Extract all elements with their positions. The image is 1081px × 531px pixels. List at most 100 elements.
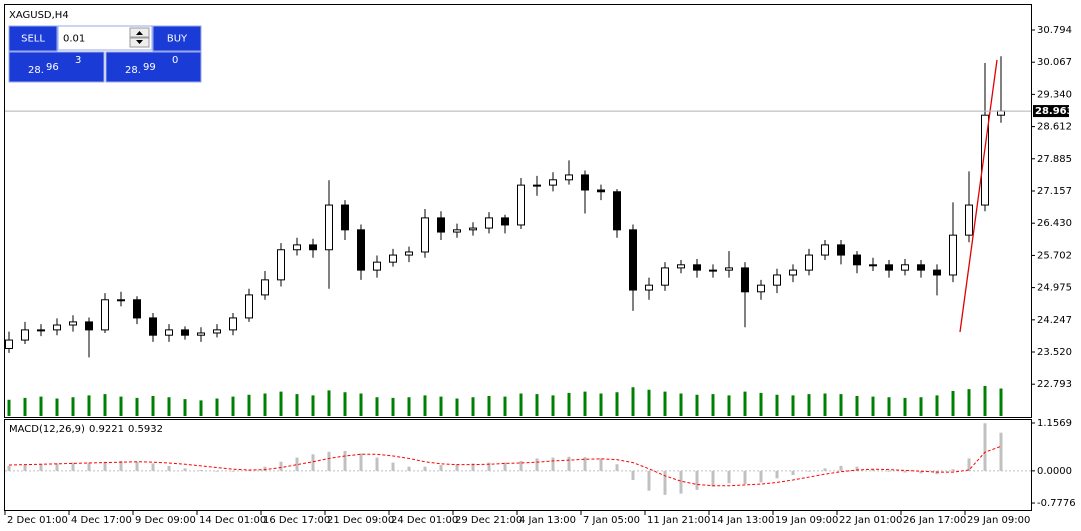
- candle-body: [885, 264, 893, 271]
- volume-bar: [55, 398, 59, 416]
- x-tick-label: 29 Jan 09:00: [967, 515, 1030, 526]
- volume-bar: [967, 389, 971, 416]
- candle-body: [837, 244, 845, 256]
- macd-bar: [647, 470, 651, 491]
- volume-bar: [743, 391, 747, 416]
- sell-price-prefix: 28.: [28, 65, 44, 76]
- macd-bar: [471, 463, 475, 471]
- buy-label[interactable]: BUY: [167, 34, 188, 45]
- volume-bar: [583, 391, 587, 416]
- volume-bar: [199, 400, 203, 416]
- volume-bar: [919, 397, 923, 416]
- volume-bar: [407, 397, 411, 416]
- x-tick-label: 4 Dec 17:00: [71, 515, 132, 526]
- candle-body: [805, 254, 813, 271]
- candle-body: [245, 294, 253, 319]
- volume-bar: [727, 395, 731, 416]
- macd-bar: [759, 470, 763, 483]
- macd-bar: [903, 470, 907, 473]
- volume-bar: [103, 394, 107, 416]
- candle-body: [757, 284, 765, 293]
- volume-bar: [951, 391, 955, 416]
- volume-bar: [615, 392, 619, 416]
- y-tick-label: 24.975: [1037, 283, 1072, 294]
- x-tick-label: 21 Dec 09:00: [327, 515, 394, 526]
- candle-body: [357, 229, 365, 271]
- candle-body: [661, 267, 669, 286]
- candle-body: [309, 244, 317, 251]
- macd-bar: [167, 465, 171, 471]
- candle-body: [997, 110, 1005, 116]
- candle-body: [197, 332, 205, 336]
- macd-bar: [327, 451, 331, 471]
- macd-bar: [487, 462, 491, 471]
- x-tick-label: 14 Jan 13:00: [711, 515, 774, 526]
- macd-pane: [4, 419, 1032, 511]
- lot-value[interactable]: 0.01: [63, 34, 85, 45]
- candle-body: [389, 254, 397, 263]
- volume-bar: [599, 393, 603, 416]
- volume-bar: [903, 397, 907, 416]
- y-tick-label: 25.702: [1037, 250, 1072, 261]
- trend-line[interactable]: [959, 59, 998, 333]
- candle-body: [645, 284, 653, 291]
- candle-body: [677, 264, 685, 269]
- volume-bar: [807, 394, 811, 416]
- volume-bar: [135, 397, 139, 416]
- volume-bar: [695, 394, 699, 416]
- volume-bar: [215, 398, 219, 416]
- macd-bar: [839, 465, 843, 471]
- macd-bar: [295, 457, 299, 471]
- candle-body: [629, 229, 637, 291]
- candle-body: [69, 321, 77, 326]
- volume-bar: [343, 392, 347, 416]
- volume-bar: [23, 397, 27, 416]
- macd-bar: [119, 460, 123, 471]
- macd-bar: [375, 457, 379, 471]
- candle-body: [565, 174, 573, 181]
- y-tick-label: 23.520: [1037, 347, 1072, 358]
- macd-bar: [775, 470, 779, 479]
- buy-price-box[interactable]: [105, 51, 202, 83]
- candle-body: [741, 267, 749, 293]
- candle-body: [949, 234, 957, 276]
- candle-body: [437, 217, 445, 233]
- macd-header-part: MACD(12,26,9): [9, 424, 85, 435]
- candle-body: [597, 189, 605, 193]
- macd-bar: [455, 464, 459, 471]
- plot-layer: [5, 56, 1031, 495]
- x-tick-label: 19 Jan 09:00: [775, 515, 838, 526]
- macd-bar: [887, 470, 891, 472]
- candle-body: [453, 229, 461, 233]
- sell-button[interactable]: [8, 25, 58, 52]
- volume-bar: [439, 396, 443, 416]
- buy-button[interactable]: [152, 25, 202, 52]
- macd-bar: [423, 466, 427, 471]
- macd-bar: [791, 470, 795, 475]
- sell-price-box[interactable]: [8, 51, 105, 83]
- macd-bar: [407, 466, 411, 471]
- volume-bar: [567, 392, 571, 416]
- volume-bar: [871, 396, 875, 416]
- candle-body: [133, 299, 141, 319]
- macd-bar: [359, 453, 363, 471]
- volume-bar: [295, 394, 299, 416]
- candle-body: [853, 254, 861, 266]
- y-tick-label: 28.612: [1037, 122, 1072, 133]
- candle-body: [485, 217, 493, 229]
- macd-bar: [311, 454, 315, 471]
- volume-bar: [983, 386, 987, 416]
- x-tick-label: 9 Dec 09:00: [135, 515, 196, 526]
- macd-bar: [519, 460, 523, 471]
- volume-bar: [775, 394, 779, 416]
- macd-bar: [743, 470, 747, 485]
- candle-body: [469, 227, 477, 231]
- x-tick-label: 16 Dec 17:00: [263, 515, 330, 526]
- volume-bar: [455, 398, 459, 416]
- candle-body: [517, 184, 525, 226]
- sell-label[interactable]: SELL: [21, 34, 45, 45]
- candle-body: [549, 179, 557, 186]
- x-tick-label: 11 Jan 21:00: [647, 515, 710, 526]
- macd-bar: [535, 458, 539, 471]
